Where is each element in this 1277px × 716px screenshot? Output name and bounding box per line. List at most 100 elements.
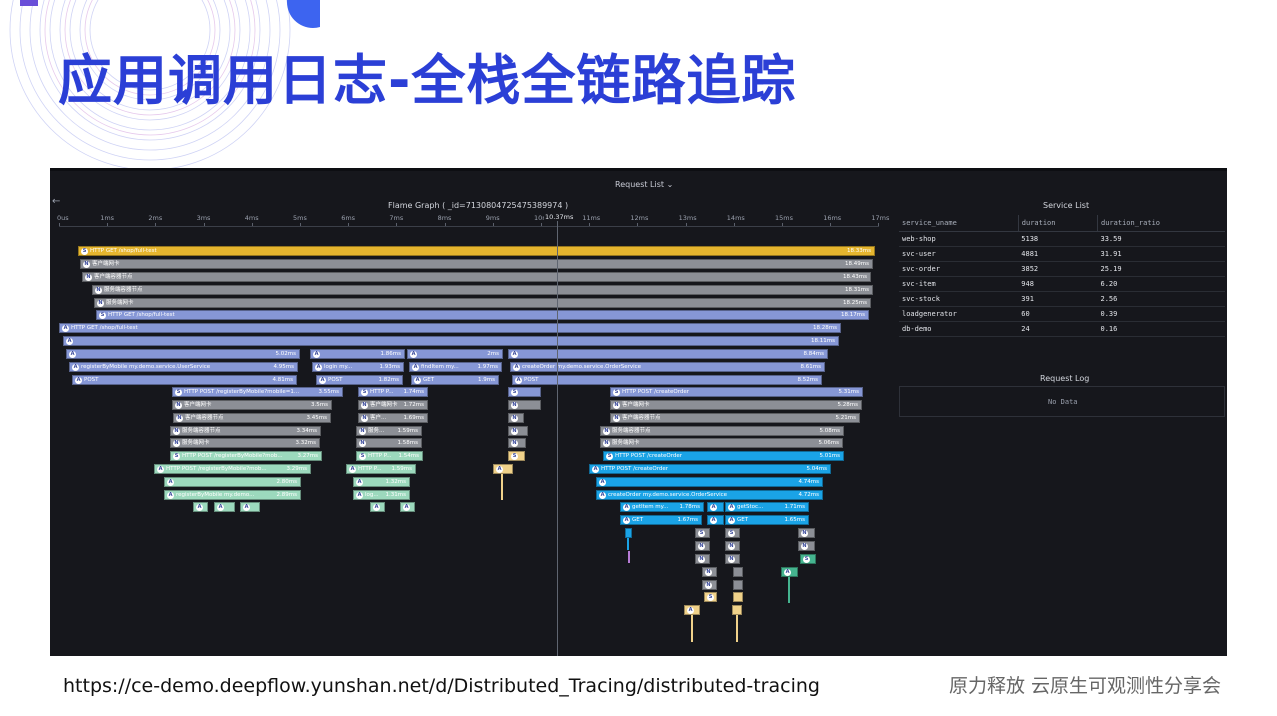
table-row[interactable]: svc-order 3852 25.19: [899, 261, 1225, 277]
span-bar[interactable]: A: [707, 515, 724, 525]
span-bar[interactable]: S HTTP P... 1.74ms: [358, 387, 428, 397]
span-bar[interactable]: [733, 592, 743, 602]
span-bar[interactable]: A: [370, 502, 385, 512]
column-header-service[interactable]: service_uname: [899, 215, 1019, 232]
span-bar[interactable]: A: [493, 464, 513, 474]
span-bar[interactable]: [625, 528, 632, 538]
span-bar[interactable]: N: [508, 438, 526, 448]
span-bar[interactable]: N 服务... 1.59ms: [356, 426, 422, 436]
span-bar[interactable]: A POST 4.81ms: [72, 375, 297, 385]
span-bar[interactable]: N: [508, 413, 524, 423]
span-bar[interactable]: A GET 1.9ms: [411, 375, 499, 385]
span-bar[interactable]: A HTTP P... 1.59ms: [346, 464, 416, 474]
span-bar[interactable]: N: [725, 554, 740, 564]
span-bar[interactable]: N: [798, 541, 815, 551]
span-bar[interactable]: A 1.86ms: [310, 349, 405, 359]
span-bar[interactable]: A: [781, 567, 798, 577]
span-bar[interactable]: A GET 1.67ms: [620, 515, 702, 525]
span-bar[interactable]: A 2.80ms: [164, 477, 301, 487]
span-bar[interactable]: A 4.74ms: [596, 477, 823, 487]
span-bar[interactable]: S: [800, 554, 816, 564]
span-bar[interactable]: N 服务端网卡 3.32ms: [170, 438, 320, 448]
span-bar[interactable]: A: [214, 502, 235, 512]
span-bar[interactable]: N 客户端网卡 5.28ms: [610, 400, 862, 410]
span-bar[interactable]: S: [695, 528, 710, 538]
span-bar[interactable]: S HTTP POST /registerByMobile?mobile=1...…: [172, 387, 343, 397]
span-bar[interactable]: N: [798, 528, 815, 538]
span-bar[interactable]: A POST 1.82ms: [316, 375, 403, 385]
span-bar[interactable]: N 客户端网卡 3.5ms: [172, 400, 332, 410]
span-bar[interactable]: N: [695, 541, 710, 551]
span-bar[interactable]: A: [193, 502, 208, 512]
tick-label: 15ms: [775, 214, 793, 222]
span-bar[interactable]: N: [508, 400, 541, 410]
span-bar[interactable]: N: [725, 541, 740, 551]
span-bar[interactable]: S HTTP POST /registerByMobile?mob... 3.27m…: [170, 451, 322, 461]
span-bar[interactable]: A 18.11ms: [63, 336, 839, 346]
span-bar[interactable]: S HTTP POST /createOrder 5.01ms: [603, 451, 844, 461]
span-bar[interactable]: A HTTP POST /createOrder 5.04ms: [589, 464, 831, 474]
span-bar[interactable]: N 客户端容器节点 5.21ms: [610, 413, 860, 423]
span-bar[interactable]: S: [725, 528, 740, 538]
span-bar[interactable]: [732, 605, 742, 615]
span-bar[interactable]: A POST 8.52ms: [512, 375, 822, 385]
table-row[interactable]: svc-user 4881 31.91: [899, 246, 1225, 262]
span-bar[interactable]: N: [702, 567, 717, 577]
span-bar[interactable]: S HTTP POST /createOrder 5.31ms: [610, 387, 863, 397]
span-bar[interactable]: N 服务端容器节点 3.34ms: [170, 426, 321, 436]
span-bar[interactable]: N 服务端网卡 18.25ms: [94, 298, 871, 308]
span-bar[interactable]: N: [702, 580, 717, 590]
span-bar[interactable]: [733, 567, 743, 577]
span-bar[interactable]: N: [695, 554, 710, 564]
column-header-duration[interactable]: duration: [1018, 215, 1099, 232]
span-bar[interactable]: S: [704, 592, 717, 602]
span-bar[interactable]: N: [508, 426, 528, 436]
span-bar[interactable]: N 服务端容器节点 18.31ms: [92, 285, 873, 295]
span-bar[interactable]: N 服务端容器节点 5.08ms: [600, 426, 844, 436]
table-row[interactable]: web-shop 5138 33.59: [899, 231, 1225, 247]
span-bar[interactable]: A: [684, 605, 700, 615]
span-bar[interactable]: N 客户... 1.69ms: [358, 413, 428, 423]
span-label: HTTP POST /registerByMobile?mob...: [166, 466, 267, 472]
span-bar[interactable]: A HTTP POST /registerByMobile?mob... 3.29m…: [154, 464, 311, 474]
table-row[interactable]: loadgenerator 60 0.39: [899, 306, 1225, 322]
span-bar[interactable]: S: [508, 387, 541, 397]
span-bar[interactable]: A 5.02ms: [66, 349, 300, 359]
span-bar[interactable]: [733, 580, 743, 590]
table-row[interactable]: svc-stock 391 2.56: [899, 291, 1225, 307]
span-bar[interactable]: N 客户端网卡 1.72ms: [358, 400, 428, 410]
span-type-icon: A: [513, 363, 520, 371]
span-bar[interactable]: N 客户端容器节点 18.43ms: [82, 272, 871, 282]
span-bar[interactable]: S HTTP GET /shop/full-test 18.33ms: [78, 246, 875, 256]
span-bar[interactable]: S HTTP P... 1.54ms: [356, 451, 423, 461]
request-list-toggle[interactable]: Request List ⌄: [615, 180, 673, 189]
span-bar[interactable]: N 服务端网卡 5.06ms: [600, 438, 843, 448]
span-bar[interactable]: A: [240, 502, 260, 512]
span-bar[interactable]: A HTTP GET /shop/full-test 18.28ms: [59, 323, 841, 333]
span-bar[interactable]: A 2ms: [407, 349, 503, 359]
arrow-left-icon[interactable]: ←: [52, 196, 61, 207]
span-bar[interactable]: A 8.84ms: [508, 349, 828, 359]
span-bar[interactable]: A: [400, 502, 415, 512]
span-bar[interactable]: A: [707, 502, 724, 512]
span-bar[interactable]: N 客户端容器节点 3.45ms: [173, 413, 331, 423]
span-bar[interactable]: S HTTP GET /shop/full-test 18.17ms: [96, 310, 869, 320]
span-bar[interactable]: N 1.58ms: [356, 438, 422, 448]
span-bar[interactable]: S: [508, 451, 525, 461]
span-label: 服务端容器节点: [182, 428, 221, 434]
span-bar[interactable]: A 1.32ms: [353, 477, 410, 487]
span-bar[interactable]: A GET 1.65ms: [725, 515, 809, 525]
column-header-ratio[interactable]: duration_ratio: [1097, 215, 1225, 232]
span-bar[interactable]: N 客户端网卡 18.49ms: [80, 259, 873, 269]
table-row[interactable]: svc-item 948 6.20: [899, 276, 1225, 292]
table-row[interactable]: db-demo 24 0.16: [899, 321, 1225, 337]
